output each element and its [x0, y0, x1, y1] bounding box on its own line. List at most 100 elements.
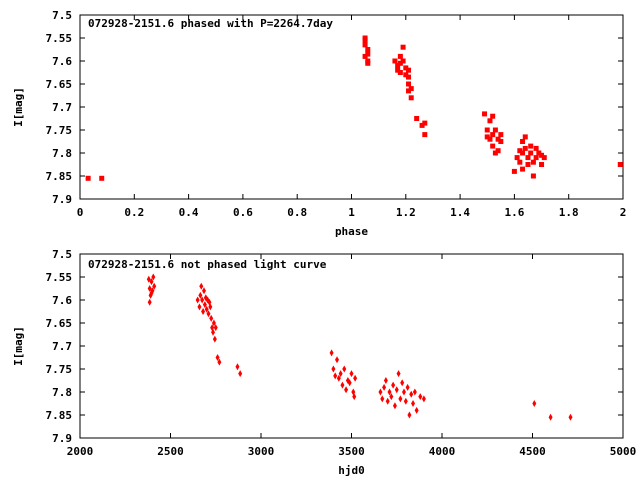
y-tick-label: 7.85: [46, 170, 73, 183]
y-tick-label: 7.9: [52, 432, 72, 445]
data-point: [484, 134, 490, 140]
data-point: [495, 136, 501, 142]
data-point: [418, 393, 423, 401]
data-point: [511, 168, 517, 174]
data-point: [532, 400, 537, 407]
data-point: [400, 44, 406, 50]
y-tick-label: 7.9: [52, 193, 72, 206]
data-point: [530, 173, 536, 179]
y-tick-label: 7.65: [46, 78, 73, 91]
y-tick-label: 7.8: [52, 147, 72, 160]
data-point: [490, 132, 496, 138]
data-point: [522, 134, 528, 140]
data-point: [397, 60, 403, 66]
data-point: [539, 162, 545, 167]
data-point: [200, 296, 205, 304]
data-point: [149, 289, 154, 297]
data-point: [414, 406, 419, 414]
data-point: [352, 393, 357, 401]
data-point: [235, 363, 240, 371]
x-tick-label: 1.2: [396, 206, 416, 219]
data-point: [211, 328, 216, 336]
x-tick-label: 1.4: [450, 206, 470, 219]
data-point: [204, 305, 209, 313]
data-point: [484, 127, 490, 133]
chart-title: 072928-2151.6 phased with P=2264.7day: [88, 17, 333, 30]
data-point: [197, 303, 202, 311]
y-tick-label: 7.7: [52, 340, 72, 353]
data-point: [344, 386, 349, 394]
data-point: [331, 365, 336, 373]
data-point: [383, 377, 388, 384]
x-tick-label: 2: [620, 206, 627, 219]
data-point: [514, 155, 520, 161]
data-point: [147, 298, 152, 306]
data-point: [401, 388, 406, 396]
data-point: [389, 393, 394, 401]
data-point: [548, 413, 553, 421]
data-point: [201, 308, 206, 315]
data-point: [396, 370, 401, 378]
data-point: [333, 372, 338, 380]
data-point: [380, 395, 385, 403]
data-point: [199, 282, 204, 290]
data-point: [353, 374, 358, 382]
x-tick-label: 1: [348, 206, 355, 219]
data-point: [151, 273, 156, 281]
data-point: [395, 67, 401, 73]
data-point: [342, 365, 347, 373]
data-point: [85, 175, 91, 181]
data-point: [397, 53, 403, 59]
data-point: [362, 42, 368, 48]
data-point: [617, 162, 623, 167]
y-axis-title: I[mag]: [12, 87, 25, 127]
data-point: [201, 287, 206, 295]
data-point: [407, 411, 412, 419]
data-point: [362, 53, 368, 59]
data-point: [392, 402, 397, 410]
x-tick-label: 0.4: [179, 206, 199, 219]
x-tick-label: 4500: [519, 445, 546, 458]
data-point: [335, 356, 340, 364]
data-point: [202, 301, 207, 309]
y-tick-label: 7.5: [52, 248, 72, 261]
data-point: [422, 132, 428, 138]
data-point: [215, 354, 220, 361]
data-point: [419, 122, 425, 128]
data-point: [208, 303, 213, 311]
data-point: [568, 413, 573, 421]
x-tick-label: 1.6: [504, 206, 524, 219]
data-point: [382, 383, 387, 391]
y-tick-label: 7.8: [52, 386, 72, 399]
data-point: [329, 349, 334, 357]
data-point: [212, 335, 217, 343]
data-point: [238, 370, 243, 378]
data-point: [411, 400, 416, 407]
x-tick-label: 0.6: [233, 206, 253, 219]
y-tick-label: 7.55: [46, 271, 73, 284]
data-point: [99, 175, 105, 181]
data-point: [392, 58, 398, 64]
data-point: [533, 155, 539, 161]
data-point: [211, 319, 216, 327]
data-point: [487, 136, 493, 142]
data-point: [409, 390, 414, 398]
data-point: [340, 381, 345, 389]
y-tick-label: 7.55: [46, 32, 73, 45]
data-point: [378, 388, 383, 396]
data-point: [421, 395, 426, 403]
data-point: [408, 95, 414, 101]
x-tick-label: 0.2: [124, 206, 144, 219]
data-point: [490, 143, 496, 149]
data-point: [217, 358, 222, 366]
data-point: [336, 374, 341, 382]
data-point: [525, 155, 531, 161]
data-point: [395, 63, 401, 69]
data-point: [362, 35, 368, 41]
data-point: [349, 370, 354, 378]
data-point: [536, 150, 542, 156]
data-point: [206, 310, 211, 318]
data-point: [482, 111, 488, 117]
x-tick-label: 0: [77, 206, 84, 219]
